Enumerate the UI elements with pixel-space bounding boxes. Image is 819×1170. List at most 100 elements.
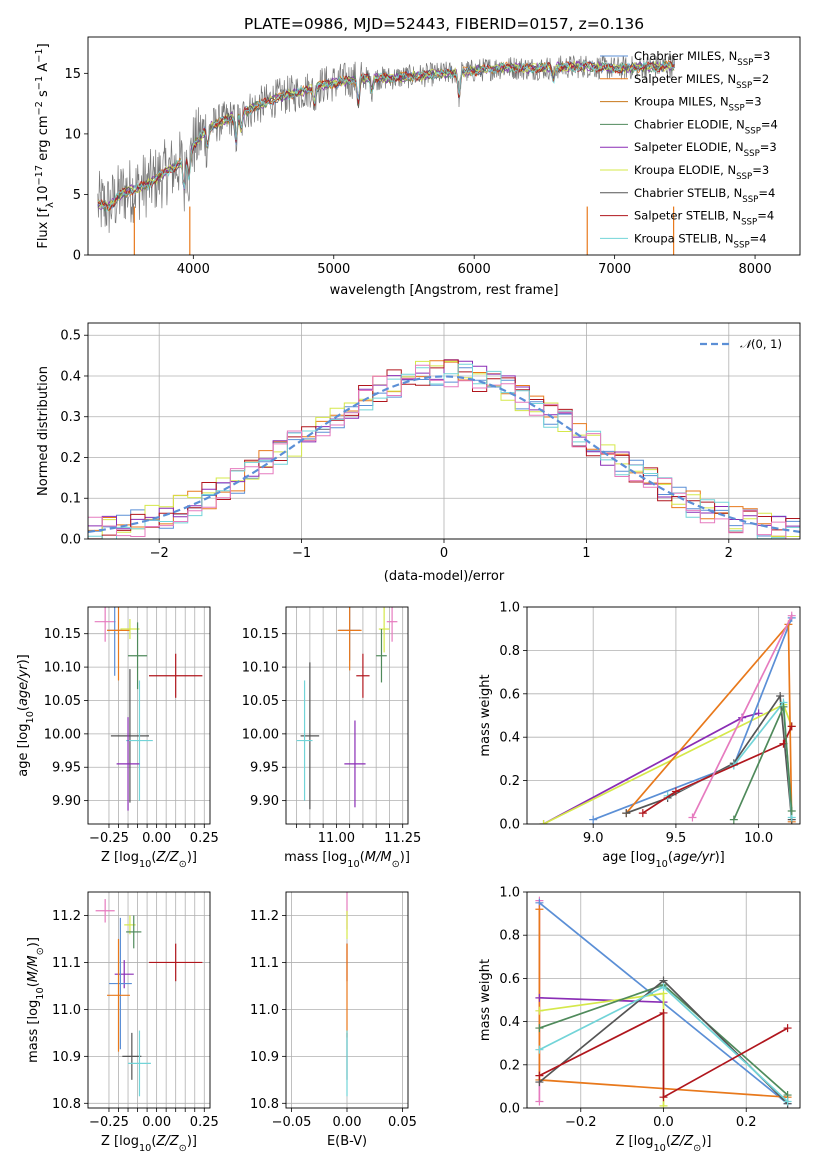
mass-vs-Z-xlabel: Z [log10(Z/Z⊙)] bbox=[101, 1134, 197, 1154]
mass-weight-vs-age-marker bbox=[787, 611, 796, 620]
mass-vs-EBV-xlabel: E(B-V) bbox=[327, 1134, 367, 1149]
mass-vs-EBV-ytick-label: 10.8 bbox=[250, 1097, 279, 1112]
legend-entry: Chabrier ELODIE, NSSP=4 bbox=[634, 117, 778, 136]
residuals-xtick-label: −1 bbox=[292, 546, 311, 561]
age-vs-mass-xlabel: mass [log10(M/M⊙)] bbox=[284, 850, 410, 870]
mass-weight-vs-Z-marker bbox=[659, 983, 668, 992]
mass-weight-vs-Z-marker bbox=[535, 1024, 544, 1033]
spectrum-axes: 4000 5000 6000 7000 8000 0 5 10 15 bbox=[64, 67, 771, 277]
age-vs-Z-ytick-label: 9.90 bbox=[52, 794, 81, 809]
mass-weight-vs-Z-xtick-label: 0.2 bbox=[736, 1115, 757, 1130]
legend-entry: Kroupa MILES, NSSP=3 bbox=[634, 95, 762, 114]
age-vs-mass-ytick-label: 9.90 bbox=[250, 794, 279, 809]
mass-weight-vs-Z-ytick-label: 0.0 bbox=[499, 1102, 520, 1117]
age-vs-Z-xtick-label: 0.00 bbox=[142, 831, 171, 846]
residuals-ytick-label: 0.2 bbox=[60, 451, 81, 466]
mass-weight-vs-age-xtick-label: 9.0 bbox=[583, 831, 604, 846]
mass-vs-Z-xtick-label: 0.25 bbox=[190, 1115, 219, 1130]
figure-title: PLATE=0986, MJD=52443, FIBERID=0157, z=0… bbox=[244, 15, 644, 33]
mass-vs-EBV-xtick-label: 0.05 bbox=[388, 1115, 417, 1130]
mass-vs-Z-ytick-label: 11.1 bbox=[52, 956, 81, 971]
age-vs-mass-ytick-label: 10.00 bbox=[242, 727, 279, 742]
residuals-xlabel: (data-model)/error bbox=[384, 569, 505, 584]
legend-entry: Chabrier MILES, NSSP=3 bbox=[634, 49, 770, 68]
legend-entry: Salpeter STELIB, NSSP=4 bbox=[634, 209, 774, 228]
residuals-hist bbox=[88, 359, 800, 539]
age-vs-Z-xtick-label: −0.25 bbox=[89, 831, 129, 846]
mass-weight-vs-Z-xtick-label: 0.0 bbox=[653, 1115, 674, 1130]
residuals-xtick-label: −2 bbox=[150, 546, 169, 561]
age-vs-Z-ytick-label: 10.00 bbox=[44, 727, 81, 742]
mass-weight-vs-age-ytick-label: 1.0 bbox=[499, 601, 520, 616]
legend-entry: Kroupa STELIB, NSSP=4 bbox=[634, 231, 767, 250]
mass-weight-vs-Z-marker bbox=[659, 1093, 668, 1102]
spectrum-ytick-label: 0 bbox=[73, 249, 81, 264]
age-vs-mass-ytick-label: 10.05 bbox=[242, 694, 279, 709]
age-vs-Z-frame bbox=[87, 606, 211, 825]
mass-weight-vs-age-ytick-label: 0.2 bbox=[499, 774, 520, 789]
mass-vs-Z-xtick-label: 0.00 bbox=[142, 1115, 171, 1130]
spectrum-ylabel: Flux [fλ10−17 erg cm−2 s−1 A−1] bbox=[34, 43, 56, 248]
age-vs-Z-axes: −0.25 0.00 0.25 9.90 9.95 10.00 10.05 10.10 10.1… bbox=[44, 607, 219, 846]
mass-weight-vs-Z-marker bbox=[535, 1006, 544, 1015]
mass-weight-vs-Z-ytick-label: 0.2 bbox=[499, 1058, 520, 1073]
mass-weight-vs-Z-ytick-label: 1.0 bbox=[499, 886, 520, 901]
age-vs-Z-ylabel: age [log10(age/yr)] bbox=[16, 654, 36, 777]
spectrum-xlabel: wavelength [Angstrom, rest frame] bbox=[330, 283, 559, 298]
mass-weight-vs-Z-marker bbox=[659, 1008, 668, 1017]
mass-weight-vs-Z-marker bbox=[535, 993, 544, 1002]
spectrum-lines bbox=[97, 55, 676, 255]
residuals-legend-label: 𝒩(0, 1) bbox=[740, 337, 782, 351]
spectrum-frame bbox=[87, 36, 801, 256]
legend-entry: Salpeter ELODIE, NSSP=3 bbox=[634, 140, 777, 159]
age-vs-mass-ytick-label: 10.15 bbox=[242, 627, 279, 642]
mass-vs-EBV-xtick-label: −0.05 bbox=[272, 1115, 312, 1130]
residuals-ytick-label: 0.3 bbox=[60, 410, 81, 425]
mass-vs-Z-ytick-label: 10.8 bbox=[52, 1097, 81, 1112]
mass-weight-vs-age-marker bbox=[779, 702, 788, 711]
mass-weight-vs-age-series-line bbox=[691, 615, 793, 818]
spectrum-model-line bbox=[97, 61, 675, 211]
mass-weight-vs-Z-xlabel: Z [log10(Z/Z⊙)] bbox=[616, 1134, 712, 1154]
mass-weight-vs-Z-frame bbox=[526, 891, 801, 1109]
spectrum-ytick-label: 15 bbox=[64, 67, 81, 82]
mass-weight-vs-age-marker bbox=[638, 809, 647, 818]
mass-vs-Z-points bbox=[95, 899, 203, 1097]
age-vs-Z-ytick-label: 10.10 bbox=[44, 661, 81, 676]
mass-weight-vs-age-marker bbox=[622, 809, 631, 818]
residuals-xtick-label: 2 bbox=[725, 546, 733, 561]
mass-weight-vs-Z-marker bbox=[535, 1045, 544, 1054]
spectrum-legend: Chabrier MILES, NSSP=3 Salpeter MILES, NS… bbox=[600, 49, 778, 250]
mass-weight-vs-Z-ytick-label: 0.6 bbox=[499, 972, 520, 987]
mass-weight-vs-age-ylabel: mass weight bbox=[478, 674, 493, 756]
mass-weight-vs-Z-series-line bbox=[539, 996, 664, 1004]
mass-weight-vs-Z-marker bbox=[659, 1101, 668, 1108]
mass-weight-vs-age-marker bbox=[589, 815, 598, 824]
residual-histogram-line bbox=[88, 363, 800, 539]
mass-vs-Z-ytick-label: 10.9 bbox=[52, 1050, 81, 1065]
mass-vs-Z-axes: −0.25 0.00 0.25 10.8 10.9 11.0 11.1 11.2 bbox=[52, 892, 219, 1130]
age-vs-Z-ytick-label: 10.15 bbox=[44, 627, 81, 642]
mass-weight-vs-Z-ylabel: mass weight bbox=[478, 959, 493, 1041]
mass-vs-Z-ylabel: mass [log10(M/M⊙)] bbox=[26, 937, 46, 1063]
age-vs-mass-xtick-label: 11.25 bbox=[384, 831, 421, 846]
legend-entry: Chabrier STELIB, NSSP=4 bbox=[634, 186, 775, 205]
mass-weight-vs-age-xtick-label: 9.5 bbox=[666, 831, 687, 846]
mass-weight-vs-age-frame bbox=[526, 606, 801, 825]
mass-weight-vs-age-lines bbox=[539, 611, 796, 824]
mass-weight-vs-age-marker bbox=[787, 806, 796, 815]
age-vs-mass-ytick-label: 9.95 bbox=[250, 761, 279, 776]
mass-weight-vs-age-marker bbox=[787, 722, 796, 731]
age-vs-mass-frame bbox=[285, 606, 409, 825]
mass-weight-vs-age-marker bbox=[729, 815, 738, 824]
mass-weight-vs-age-ytick-label: 0.0 bbox=[499, 818, 520, 833]
mass-weight-vs-age-marker bbox=[776, 691, 785, 700]
mass-weight-vs-Z-series-line bbox=[539, 1011, 789, 1099]
mass-vs-EBV-xtick-label: 0.00 bbox=[333, 1115, 362, 1130]
spectrum-xtick-label: 8000 bbox=[739, 262, 772, 277]
mass-weight-vs-age-series-line bbox=[642, 726, 793, 814]
spectrum-xtick-label: 6000 bbox=[458, 262, 491, 277]
mass-vs-EBV-frame bbox=[285, 891, 409, 1109]
residuals-ytick-label: 0.0 bbox=[60, 533, 81, 548]
